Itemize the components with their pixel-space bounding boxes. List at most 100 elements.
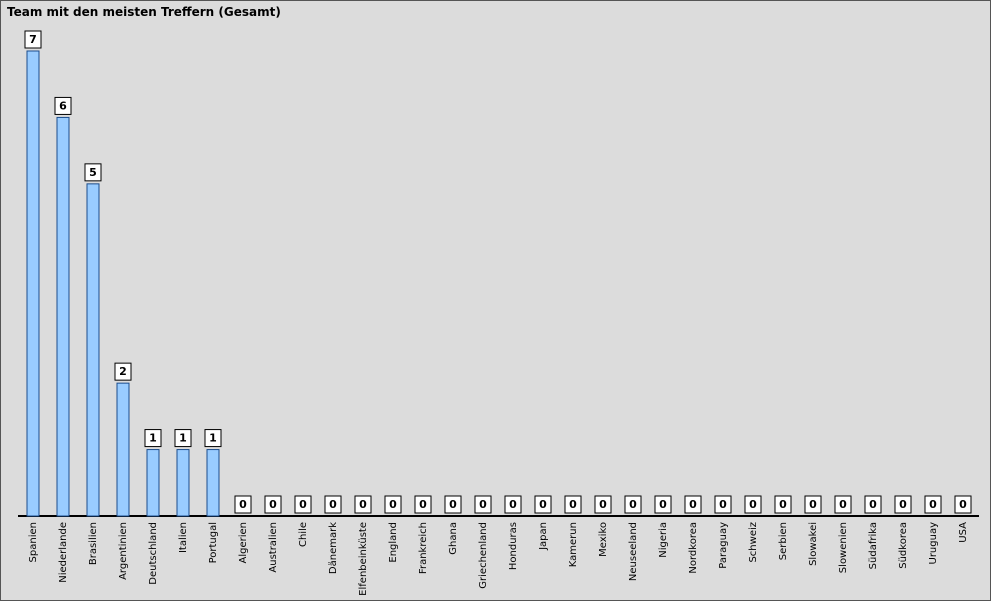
x-tick-label: Südkorea — [898, 522, 909, 569]
value-label-box — [864, 495, 882, 514]
value-label-box — [924, 495, 942, 514]
value-label: 0 — [479, 498, 487, 511]
value-label-box — [474, 495, 492, 514]
value-label-box — [414, 495, 432, 514]
value-label: 0 — [569, 498, 577, 511]
value-label-box — [714, 495, 732, 514]
value-label: 0 — [929, 498, 937, 511]
bar — [206, 449, 220, 517]
value-label-box — [84, 163, 102, 182]
value-label-box — [264, 495, 282, 514]
value-label: 5 — [89, 166, 97, 179]
value-label-box — [564, 495, 582, 514]
x-tick-label: Südafrika — [868, 522, 879, 569]
value-label: 0 — [359, 498, 367, 511]
value-label-box — [234, 495, 252, 514]
value-label: 0 — [689, 498, 697, 511]
bar — [146, 449, 160, 517]
x-tick-label: Nordkorea — [688, 522, 699, 574]
x-tick-label: Slowakei — [808, 522, 819, 566]
value-label-box — [954, 495, 972, 514]
value-label: 0 — [749, 498, 757, 511]
x-tick-label: Slowenien — [838, 522, 849, 573]
x-tick-label: Schweiz — [748, 522, 759, 563]
x-tick-label: Ghana — [448, 522, 459, 555]
value-label-box — [144, 429, 162, 448]
x-tick-label: Portugal — [208, 522, 219, 563]
x-tick-label: England — [388, 522, 399, 563]
x-tick-label: Neuseeland — [628, 522, 639, 581]
value-label: 0 — [389, 498, 397, 511]
chart-title: Team mit den meisten Treffern (Gesamt) — [7, 5, 281, 19]
value-label-box — [114, 362, 132, 381]
x-tick-label: Argentinien — [118, 522, 129, 580]
value-label: 1 — [149, 432, 157, 445]
x-tick-label: Paraguay — [718, 522, 729, 569]
x-tick-label: USA — [958, 522, 969, 543]
bar — [26, 50, 40, 517]
value-label-box — [354, 495, 372, 514]
value-label: 0 — [269, 498, 277, 511]
value-label: 0 — [419, 498, 427, 511]
value-label: 1 — [209, 432, 217, 445]
value-label: 2 — [119, 365, 127, 378]
value-label: 7 — [29, 33, 37, 46]
value-label-box — [774, 495, 792, 514]
value-label: 1 — [179, 432, 187, 445]
value-label: 0 — [239, 498, 247, 511]
value-label: 0 — [779, 498, 787, 511]
value-label: 0 — [839, 498, 847, 511]
value-label: 0 — [869, 498, 877, 511]
x-tick-label: Elfenbeinküste — [358, 522, 369, 596]
value-label: 0 — [959, 498, 967, 511]
value-label: 0 — [629, 498, 637, 511]
x-tick-label: Spanien — [28, 522, 39, 562]
x-tick-label: Frankreich — [418, 522, 429, 574]
value-label: 0 — [809, 498, 817, 511]
value-label: 0 — [719, 498, 727, 511]
value-label-box — [594, 495, 612, 514]
x-tick-label: Chile — [298, 522, 309, 547]
value-label-box — [24, 30, 42, 49]
x-tick-label: Uruguay — [928, 522, 939, 565]
value-label-box — [204, 429, 222, 448]
value-label: 0 — [899, 498, 907, 511]
x-tick-label: Nigeria — [658, 522, 669, 558]
x-tick-label: Deutschland — [148, 522, 159, 585]
value-label-box — [174, 429, 192, 448]
value-label: 0 — [599, 498, 607, 511]
value-label-box — [804, 495, 822, 514]
bar — [86, 183, 100, 517]
x-tick-label: Australien — [268, 522, 279, 573]
value-label-box — [504, 495, 522, 514]
x-tick-label: Dänemark — [328, 522, 339, 574]
value-label-box — [294, 495, 312, 514]
value-label-box — [654, 495, 672, 514]
value-label: 0 — [509, 498, 517, 511]
value-label: 0 — [299, 498, 307, 511]
value-label-box — [324, 495, 342, 514]
x-tick-label: Italien — [178, 522, 189, 553]
value-label-box — [834, 495, 852, 514]
x-tick-label: Serbien — [778, 522, 789, 560]
bar — [116, 382, 130, 517]
value-label-box — [894, 495, 912, 514]
bar — [56, 116, 70, 517]
x-tick-label: Honduras — [508, 522, 519, 570]
value-label-box — [534, 495, 552, 514]
value-label: 0 — [539, 498, 547, 511]
value-label-box — [444, 495, 462, 514]
value-label-box — [744, 495, 762, 514]
value-label: 0 — [329, 498, 337, 511]
x-tick-label: Niederlande — [58, 522, 69, 583]
x-tick-label: Brasilien — [88, 522, 99, 565]
x-tick-label: Algerien — [238, 522, 249, 564]
x-tick-label: Mexiko — [598, 522, 609, 557]
bar — [176, 449, 190, 517]
value-label-box — [684, 495, 702, 514]
value-label: 0 — [449, 498, 457, 511]
x-tick-label: Griechenland — [478, 522, 489, 589]
